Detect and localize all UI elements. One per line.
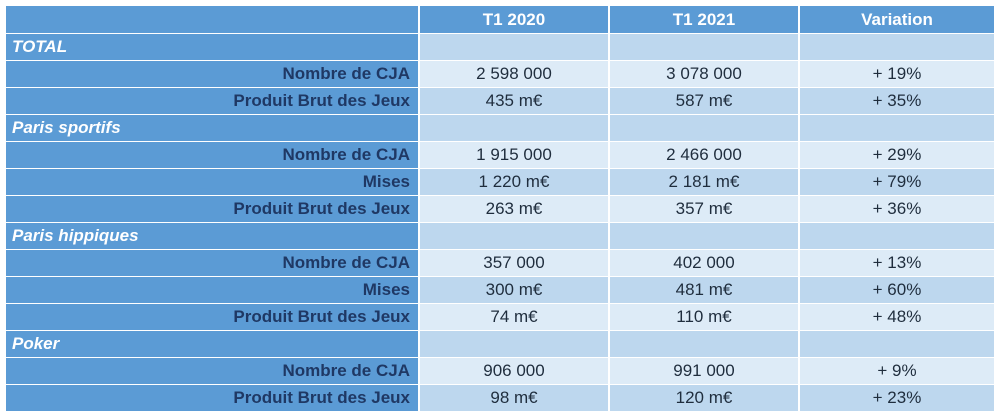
section-empty-cell <box>610 34 800 61</box>
row-label-cell: Produit Brut des Jeux <box>6 385 420 412</box>
section-empty-cell <box>800 223 994 250</box>
row-label-cell: Produit Brut des Jeux <box>6 304 420 331</box>
value-cell-variation: + 13% <box>800 250 994 277</box>
value-cell-t1-2021: 402 000 <box>610 250 800 277</box>
value-cell-t1-2021: 587 m€ <box>610 88 800 115</box>
section-row: Paris sportifs <box>6 115 994 142</box>
section-label: TOTAL <box>6 34 420 61</box>
value-cell-variation: + 19% <box>800 61 994 88</box>
row-label-cell: Produit Brut des Jeux <box>6 88 420 115</box>
section-empty-cell <box>610 331 800 358</box>
section-empty-cell <box>420 331 610 358</box>
value-cell-t1-2021: 120 m€ <box>610 385 800 412</box>
table-row: Nombre de CJA 357 000 402 000 + 13% <box>6 250 994 277</box>
section-empty-cell <box>610 115 800 142</box>
value-cell-variation: + 35% <box>800 88 994 115</box>
section-empty-cell <box>610 223 800 250</box>
row-label-cell: Mises <box>6 277 420 304</box>
section-empty-cell <box>800 115 994 142</box>
value-cell-t1-2021: 2 181 m€ <box>610 169 800 196</box>
table-row: Mises 1 220 m€ 2 181 m€ + 79% <box>6 169 994 196</box>
section-empty-cell <box>420 223 610 250</box>
value-cell-t1-2020: 263 m€ <box>420 196 610 223</box>
table-row: Produit Brut des Jeux 98 m€ 120 m€ + 23% <box>6 385 994 412</box>
row-label-cell: Produit Brut des Jeux <box>6 196 420 223</box>
row-label-cell: Mises <box>6 169 420 196</box>
value-cell-t1-2020: 74 m€ <box>420 304 610 331</box>
data-table-container: T1 2020 T1 2021 Variation TOTAL Nombre de… <box>6 6 994 412</box>
table-body: TOTAL Nombre de CJA 2 598 000 3 078 000 + 19… <box>6 34 994 412</box>
value-cell-variation: + 9% <box>800 358 994 385</box>
value-cell-t1-2021: 481 m€ <box>610 277 800 304</box>
value-cell-t1-2020: 1 915 000 <box>420 142 610 169</box>
value-cell-variation: + 23% <box>800 385 994 412</box>
value-cell-variation: + 60% <box>800 277 994 304</box>
section-empty-cell <box>800 331 994 358</box>
table-row: Produit Brut des Jeux 263 m€ 357 m€ + 36% <box>6 196 994 223</box>
value-cell-t1-2021: 3 078 000 <box>610 61 800 88</box>
value-cell-t1-2020: 906 000 <box>420 358 610 385</box>
value-cell-t1-2020: 357 000 <box>420 250 610 277</box>
value-cell-t1-2021: 110 m€ <box>610 304 800 331</box>
section-empty-cell <box>420 34 610 61</box>
row-label-cell: Nombre de CJA <box>6 250 420 277</box>
value-cell-variation: + 36% <box>800 196 994 223</box>
value-cell-variation: + 79% <box>800 169 994 196</box>
value-cell-t1-2020: 1 220 m€ <box>420 169 610 196</box>
table-row: Nombre de CJA 2 598 000 3 078 000 + 19% <box>6 61 994 88</box>
section-row: TOTAL <box>6 34 994 61</box>
section-empty-cell <box>420 115 610 142</box>
header-row: T1 2020 T1 2021 Variation <box>6 6 994 34</box>
row-label-cell: Nombre de CJA <box>6 358 420 385</box>
value-cell-t1-2021: 2 466 000 <box>610 142 800 169</box>
section-empty-cell <box>800 34 994 61</box>
row-label-cell: Nombre de CJA <box>6 142 420 169</box>
header-cell-t1-2021: T1 2021 <box>610 6 800 34</box>
table-row: Produit Brut des Jeux 435 m€ 587 m€ + 35% <box>6 88 994 115</box>
value-cell-t1-2020: 435 m€ <box>420 88 610 115</box>
header-cell-t1-2020: T1 2020 <box>420 6 610 34</box>
table-row: Mises 300 m€ 481 m€ + 60% <box>6 277 994 304</box>
table-row: Nombre de CJA 1 915 000 2 466 000 + 29% <box>6 142 994 169</box>
table-row: Produit Brut des Jeux 74 m€ 110 m€ + 48% <box>6 304 994 331</box>
section-label: Paris sportifs <box>6 115 420 142</box>
value-cell-variation: + 48% <box>800 304 994 331</box>
section-row: Poker <box>6 331 994 358</box>
section-label: Poker <box>6 331 420 358</box>
value-cell-variation: + 29% <box>800 142 994 169</box>
value-cell-t1-2020: 98 m€ <box>420 385 610 412</box>
value-cell-t1-2021: 357 m€ <box>610 196 800 223</box>
value-cell-t1-2020: 2 598 000 <box>420 61 610 88</box>
header-cell-label <box>6 6 420 34</box>
header-cell-variation: Variation <box>800 6 994 34</box>
data-table: T1 2020 T1 2021 Variation TOTAL Nombre de… <box>6 6 994 412</box>
section-label: Paris hippiques <box>6 223 420 250</box>
row-label-cell: Nombre de CJA <box>6 61 420 88</box>
section-row: Paris hippiques <box>6 223 994 250</box>
value-cell-t1-2021: 991 000 <box>610 358 800 385</box>
table-row: Nombre de CJA 906 000 991 000 + 9% <box>6 358 994 385</box>
value-cell-t1-2020: 300 m€ <box>420 277 610 304</box>
